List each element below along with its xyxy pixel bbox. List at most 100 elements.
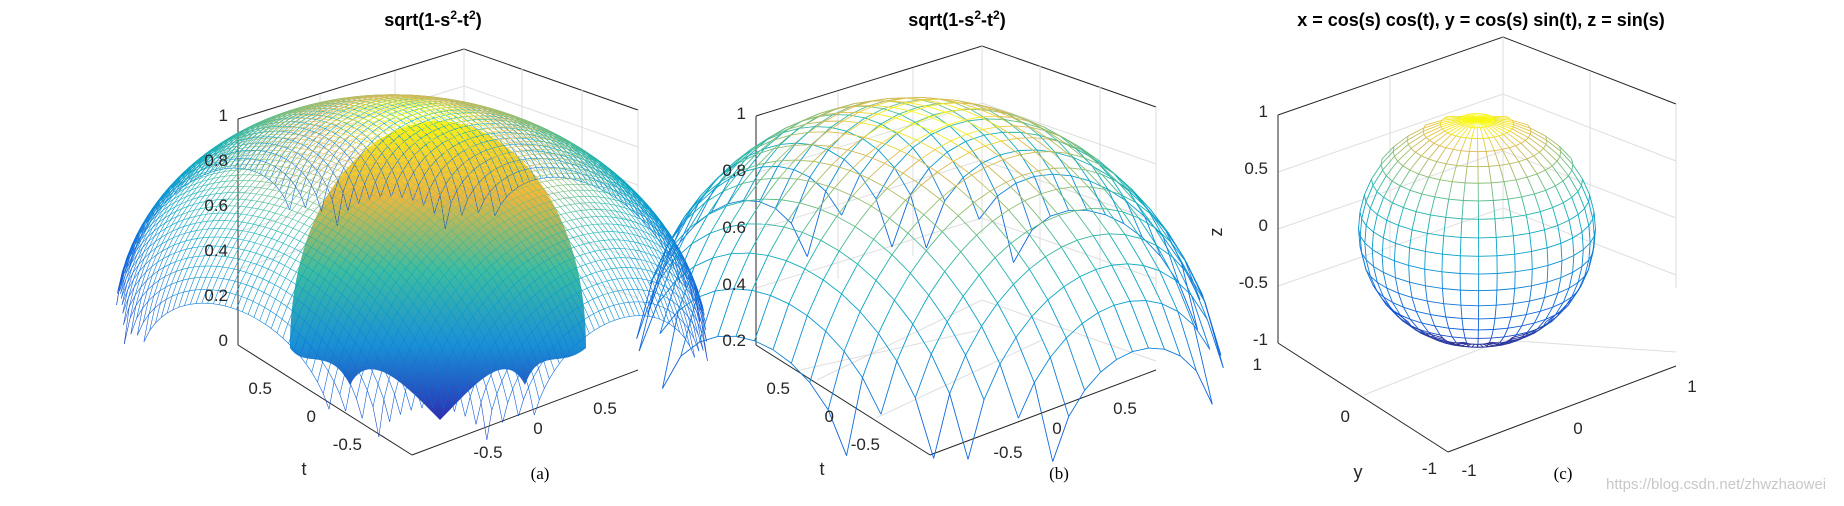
mesh-line-t [622, 202, 629, 208]
mesh-line-s [223, 267, 229, 279]
mesh-line-t [611, 268, 618, 280]
mesh-line-s [215, 187, 221, 194]
mesh-line-s [226, 150, 233, 156]
mesh-line-s [150, 247, 157, 260]
mesh-line-s [302, 144, 309, 148]
mesh-line-s [359, 106, 366, 109]
mesh-line-s [281, 161, 287, 167]
mesh-line-t [618, 231, 625, 241]
mesh-line-s [236, 296, 242, 310]
mesh-line-t [682, 310, 690, 330]
mesh-line-s [303, 135, 309, 139]
mesh-line-t [481, 140, 488, 144]
mesh-line-s [311, 141, 318, 146]
mesh-line-s [260, 236, 267, 245]
mesh-line-s [261, 188, 268, 196]
mesh-line-t [658, 244, 665, 255]
mesh-line-s [209, 170, 215, 173]
mesh-line-t [551, 173, 558, 180]
mesh-line-t [289, 186, 296, 210]
mesh-line-s [232, 186, 239, 193]
mesh-line-s [235, 139, 242, 144]
mesh-line-t [687, 305, 694, 325]
mesh-line-s [179, 192, 186, 200]
mesh-line-s [187, 256, 194, 269]
mesh-line-t [454, 127, 461, 130]
mesh-line-s [219, 168, 225, 171]
mesh-line-t [622, 289, 630, 303]
mesh-line-s [139, 264, 146, 279]
mesh-line-s [177, 213, 183, 223]
mesh-line-t [601, 282, 609, 294]
mesh-line-t [396, 109, 403, 113]
mesh-line-t [371, 135, 378, 142]
mesh-line-s [175, 203, 182, 212]
mesh-line-t [616, 267, 623, 279]
mesh-line-t [606, 216, 613, 225]
mesh-line-t [330, 125, 337, 132]
mesh-line-s [220, 228, 226, 238]
mesh-line-t [479, 161, 486, 166]
mesh-line-s [283, 179, 289, 186]
mesh-line-s [274, 198, 280, 206]
mesh-line-s [301, 149, 308, 155]
mesh-line-t [566, 178, 574, 185]
mesh-line-s [279, 200, 286, 207]
mesh-line-s [396, 122, 403, 126]
mesh-line-t [645, 217, 653, 225]
mesh-line-s [346, 123, 352, 127]
mesh-line-s [251, 264, 257, 275]
mesh-line-t [478, 200, 485, 213]
mesh-line-t [607, 223, 614, 232]
mesh-line-s [265, 228, 272, 237]
mesh-line-t [621, 278, 629, 290]
mesh-line-s [177, 280, 184, 294]
mesh-line-t [623, 302, 630, 317]
mesh-line-s [301, 171, 307, 178]
mesh-line-s [292, 212, 298, 220]
mesh-line-t [633, 301, 640, 316]
mesh-line-t [592, 299, 599, 312]
mesh-line-s [213, 149, 219, 155]
mesh-line-s [328, 140, 334, 145]
mesh-line-t [336, 192, 344, 226]
mesh-line-t [369, 100, 376, 102]
mesh-line-s [402, 109, 408, 113]
mesh-line-s [267, 123, 273, 127]
mesh-line-s [443, 133, 449, 140]
mesh-line-s [426, 134, 432, 141]
mesh-line-t [414, 149, 421, 156]
mesh-line-s [263, 203, 269, 211]
mesh-line-s [282, 235, 289, 244]
mesh-line-t [358, 183, 365, 204]
mesh-line-s [192, 246, 199, 258]
mesh-line-t [476, 134, 483, 137]
mesh-line-s [208, 228, 215, 238]
mesh-line-s [261, 124, 268, 128]
mesh-line-s [159, 276, 166, 292]
mesh-line-s [318, 191, 324, 198]
mesh-line-t [417, 116, 424, 119]
mesh-line-t [565, 213, 572, 221]
mesh-line-s [146, 223, 153, 234]
mesh-line-s [473, 169, 480, 183]
mesh-line-s [205, 165, 211, 169]
mesh-line-s [360, 155, 366, 163]
mesh-line-t [512, 186, 519, 192]
mesh-line-s [178, 185, 184, 193]
mesh-line-s [202, 228, 209, 238]
mesh-line-s [296, 148, 302, 153]
mesh-line-s [187, 171, 194, 178]
mesh-line-s [484, 176, 491, 192]
mesh-line-s [232, 238, 238, 248]
mesh-line-t [275, 156, 282, 168]
mesh-line-t [424, 166, 431, 176]
mesh-line-s [298, 165, 304, 171]
mesh-line-s [236, 169, 242, 176]
mesh-line-s [246, 207, 253, 215]
mesh-line-s [334, 142, 340, 148]
mesh-line-s [323, 186, 329, 192]
mesh-line-t [577, 184, 584, 191]
mesh-line-t [569, 204, 577, 212]
mesh-line-t [432, 128, 439, 132]
